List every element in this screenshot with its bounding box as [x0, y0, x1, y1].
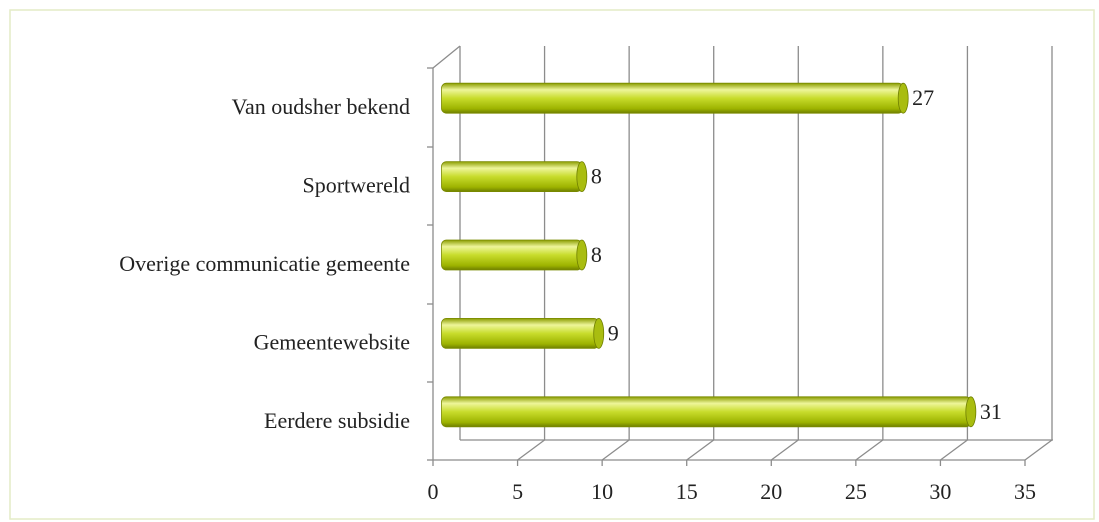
x-tick-label: 0 — [428, 479, 439, 504]
grid-line — [517, 439, 545, 461]
y-tick-label: Eerdere subsidie — [264, 408, 410, 433]
grid-line — [940, 439, 968, 461]
y-tick-label: Overige communicatie gemeente — [119, 251, 410, 276]
grid-line — [855, 439, 884, 461]
value-label: 8 — [591, 242, 602, 267]
value-label: 9 — [608, 320, 619, 345]
bar-cap — [965, 396, 977, 428]
x-tick-label: 10 — [591, 479, 613, 504]
bar — [441, 161, 583, 193]
bar-cap — [897, 82, 909, 114]
bar — [441, 317, 600, 349]
x-tick-label: 20 — [760, 479, 782, 504]
bar — [441, 82, 904, 114]
x-tick-label: 30 — [929, 479, 951, 504]
bar — [441, 239, 583, 271]
bar — [441, 396, 972, 428]
y-tick-label: Sportwereld — [302, 173, 410, 198]
grid-line — [686, 439, 715, 461]
value-label: 31 — [980, 399, 1002, 424]
y-tick-label: Van oudsher bekend — [232, 94, 410, 119]
x-tick-label: 15 — [676, 479, 698, 504]
bar-cap — [593, 317, 605, 349]
x-tick-label: 25 — [845, 479, 867, 504]
grid-line — [601, 439, 630, 461]
bar-cap — [576, 161, 588, 193]
y-tick-label: Gemeentewebsite — [254, 329, 410, 354]
value-label: 8 — [591, 164, 602, 189]
grid-line — [1024, 439, 1053, 461]
x-tick-label: 5 — [512, 479, 523, 504]
value-label: 27 — [912, 85, 934, 110]
bar-cap — [576, 239, 588, 271]
frame — [9, 9, 1095, 520]
grid-line — [770, 439, 799, 461]
x-tick-label: 35 — [1014, 479, 1036, 504]
